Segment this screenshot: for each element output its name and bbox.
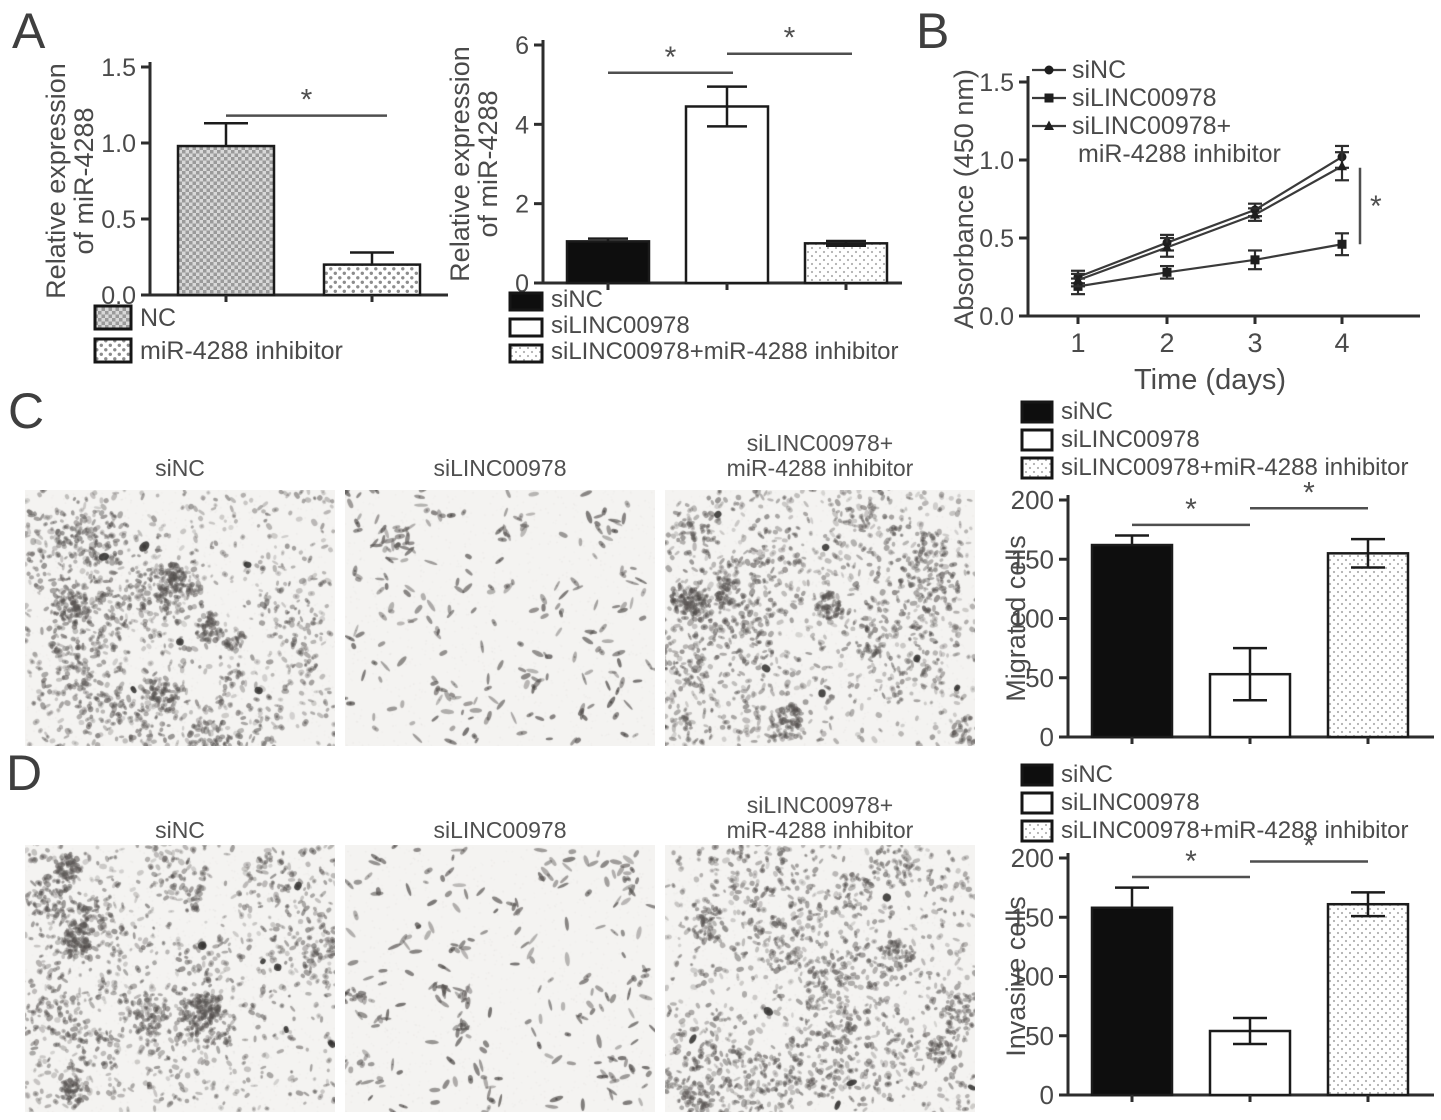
- svg-text:150: 150: [1011, 544, 1054, 574]
- svg-text:siLINC00978: siLINC00978: [551, 312, 690, 339]
- svg-text:*: *: [784, 22, 796, 55]
- svg-text:siLINC00978+miR-4288 inhibitor: siLINC00978+miR-4288 inhibitor: [551, 338, 899, 365]
- micrograph-title-c-silinc: siLINC00978: [433, 455, 567, 481]
- svg-text:siNC: siNC: [1072, 56, 1126, 84]
- svg-text:0: 0: [515, 270, 529, 298]
- svg-text:150: 150: [1011, 902, 1054, 932]
- micrograph-title-c-sinc: siNC: [155, 455, 205, 481]
- mir4288-expression-silinc-bar-chart: 0 2 4 6 * * Relative expressionof miR-4288 siNC…: [445, 22, 902, 365]
- svg-text:Invasive cells: Invasive cells: [1001, 896, 1031, 1057]
- svg-text:siLINC00978: siLINC00978: [1072, 84, 1217, 112]
- svg-text:50: 50: [1025, 663, 1054, 693]
- svg-text:siNC: siNC: [1061, 398, 1113, 425]
- micrograph-d-combo-invasion: [665, 845, 975, 1112]
- svg-text:0: 0: [1040, 722, 1054, 750]
- svg-text:1: 1: [1070, 328, 1085, 358]
- svg-text:100: 100: [1011, 962, 1054, 992]
- svg-text:siLINC00978+: siLINC00978+: [1072, 112, 1231, 140]
- svg-text:siLINC00978+miR-4288 inhibitor: siLINC00978+miR-4288 inhibitor: [1061, 817, 1409, 844]
- svg-text:miR-4288 inhibitor: miR-4288 inhibitor: [140, 337, 343, 365]
- svg-text:siNC: siNC: [1061, 761, 1113, 788]
- micrograph-title-d-silinc: siLINC00978: [433, 817, 567, 843]
- svg-text:3: 3: [1247, 328, 1262, 358]
- svg-text:1.0: 1.0: [101, 130, 136, 158]
- svg-text:siNC: siNC: [551, 286, 603, 313]
- svg-text:200: 200: [1011, 485, 1054, 515]
- panel-b-label: B: [916, 3, 950, 59]
- panel-c-label: C: [8, 383, 45, 439]
- svg-text:miR-4288 inhibitor: miR-4288 inhibitor: [1078, 140, 1281, 168]
- svg-text:6: 6: [515, 32, 529, 60]
- panel-d-label: D: [6, 745, 43, 801]
- micrograph-d-sinc-invasion: [25, 845, 335, 1112]
- svg-text:*: *: [1303, 476, 1315, 509]
- svg-text:1.5: 1.5: [101, 54, 136, 82]
- svg-text:1.5: 1.5: [979, 69, 1014, 97]
- svg-text:Relative expressionof miR-4288: Relative expressionof miR-4288: [41, 63, 99, 299]
- svg-text:0.0: 0.0: [979, 303, 1014, 331]
- svg-text:*: *: [301, 84, 313, 117]
- svg-text:4: 4: [515, 111, 529, 139]
- micrograph-title-c-combo: siLINC00978+ miR-4288 inhibitor: [726, 430, 914, 481]
- svg-text:NC: NC: [140, 304, 176, 332]
- svg-text:Relative expressionof miR-4288: Relative expressionof miR-4288: [445, 46, 503, 282]
- svg-text:2: 2: [515, 191, 529, 219]
- svg-text:1.0: 1.0: [979, 147, 1014, 175]
- svg-text:Migrated cells: Migrated cells: [1001, 535, 1031, 702]
- svg-text:100: 100: [1011, 604, 1054, 634]
- panel-a-label: A: [12, 3, 46, 59]
- svg-text:*: *: [1185, 845, 1197, 878]
- micrograph-c-silinc-migration: [345, 490, 655, 746]
- svg-text:Time (days): Time (days): [1134, 364, 1286, 396]
- svg-text:*: *: [665, 41, 677, 74]
- svg-text:Absorbance (450 nm): Absorbance (450 nm): [949, 69, 979, 329]
- micrograph-c-sinc-migration: [25, 490, 335, 746]
- svg-text:*: *: [1303, 830, 1315, 863]
- svg-text:4: 4: [1334, 328, 1349, 358]
- svg-text:siLINC00978: siLINC00978: [1061, 789, 1200, 816]
- svg-text:0.5: 0.5: [101, 206, 136, 234]
- absorbance-line-chart: 0.0 0.5 1.0 1.5 1 2 3 4 Time (days) Absorbance (4…: [949, 56, 1420, 396]
- svg-text:siLINC00978+miR-4288 inhibitor: siLINC00978+miR-4288 inhibitor: [1061, 454, 1409, 481]
- svg-text:0.5: 0.5: [979, 225, 1014, 253]
- svg-text:*: *: [1185, 493, 1197, 526]
- svg-text:siLINC00978: siLINC00978: [1061, 426, 1200, 453]
- svg-text:200: 200: [1011, 843, 1054, 873]
- mir4288-expression-nc-bar-chart: 0.00.51.01.5*Relative expressionof miR-4…: [41, 54, 448, 365]
- micrograph-d-silinc-invasion: [345, 845, 655, 1112]
- micrograph-title-d-sinc: siNC: [155, 817, 205, 843]
- svg-text:0: 0: [1040, 1080, 1054, 1110]
- micrograph-c-combo-migration: [665, 490, 975, 746]
- micrograph-title-d-combo: siLINC00978+ miR-4288 inhibitor: [726, 792, 914, 843]
- svg-text:2: 2: [1159, 328, 1174, 358]
- svg-text:*: *: [1370, 190, 1382, 223]
- svg-text:50: 50: [1025, 1021, 1054, 1051]
